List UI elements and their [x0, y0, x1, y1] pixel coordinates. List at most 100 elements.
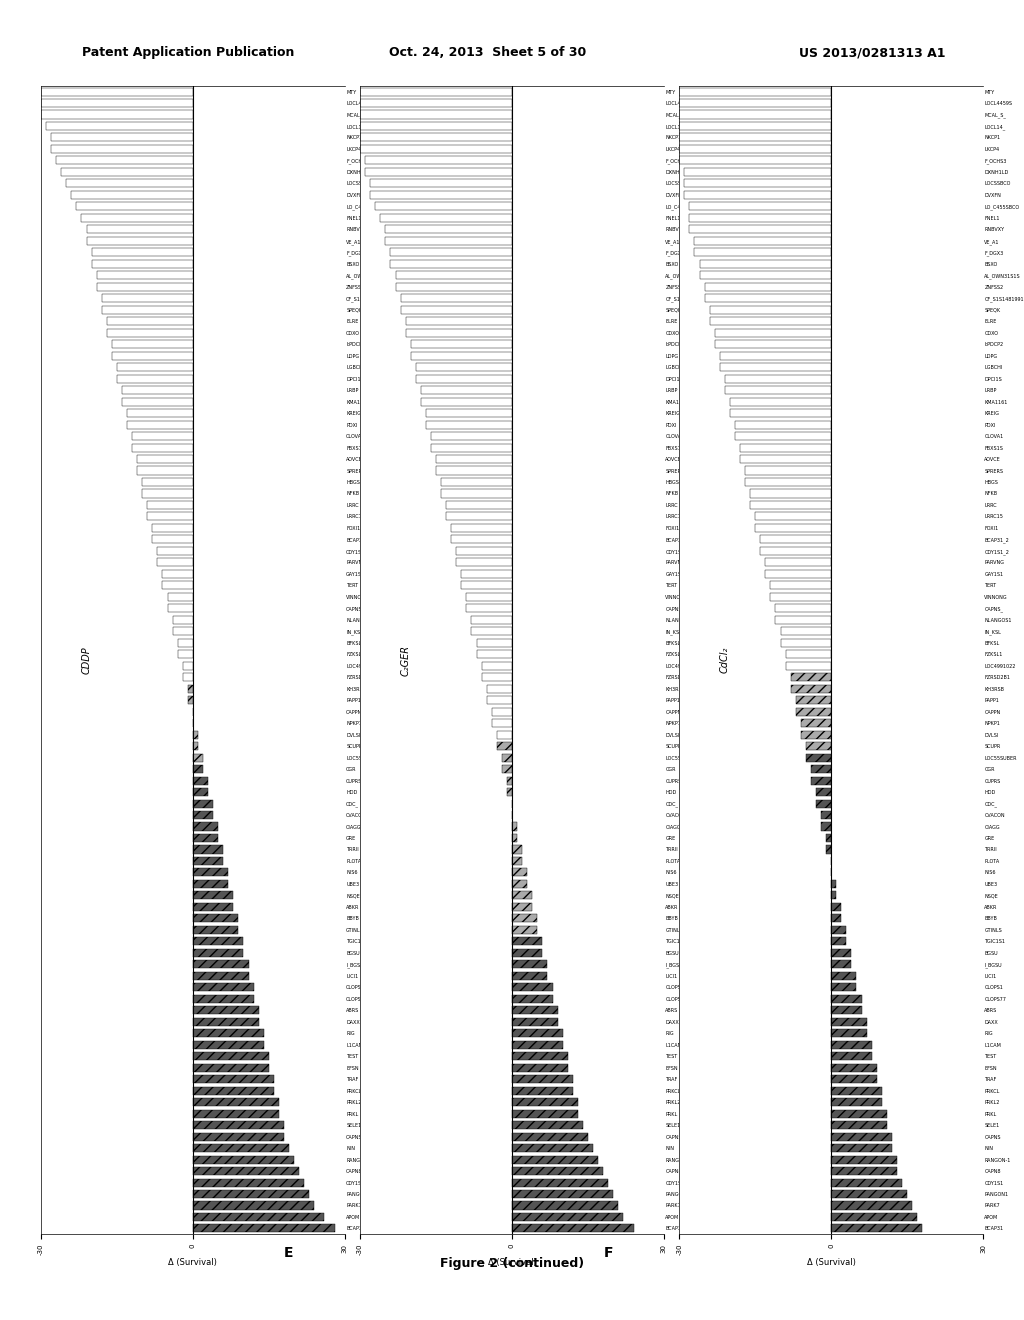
Text: Oct. 24, 2013  Sheet 5 of 30: Oct. 24, 2013 Sheet 5 of 30: [389, 46, 587, 59]
Bar: [193, 972, 249, 979]
Bar: [193, 869, 228, 876]
Bar: [360, 121, 512, 129]
Bar: [122, 397, 193, 405]
Bar: [831, 1030, 866, 1038]
Bar: [512, 1086, 572, 1094]
Bar: [689, 202, 831, 210]
Bar: [72, 191, 193, 199]
Bar: [187, 696, 193, 704]
Bar: [193, 1167, 299, 1175]
Bar: [780, 639, 831, 647]
Bar: [436, 466, 512, 474]
Bar: [730, 409, 831, 417]
Bar: [512, 1098, 578, 1106]
Bar: [193, 983, 254, 991]
Text: E: E: [284, 1246, 294, 1259]
Bar: [411, 351, 512, 359]
Bar: [831, 915, 842, 923]
Bar: [512, 1225, 634, 1233]
Bar: [193, 810, 213, 818]
Bar: [446, 512, 512, 520]
Bar: [770, 581, 831, 589]
Bar: [112, 351, 193, 359]
Bar: [193, 1121, 284, 1129]
Bar: [431, 444, 512, 451]
Bar: [137, 455, 193, 463]
Bar: [193, 846, 223, 854]
Bar: [679, 157, 831, 165]
Bar: [366, 157, 512, 165]
Bar: [512, 1030, 562, 1038]
Bar: [86, 226, 193, 234]
Bar: [147, 502, 193, 510]
Bar: [390, 260, 512, 268]
Bar: [193, 754, 203, 762]
Bar: [193, 822, 218, 830]
Bar: [785, 661, 831, 669]
Bar: [679, 145, 831, 153]
Bar: [137, 466, 193, 474]
Bar: [366, 168, 512, 176]
Bar: [831, 1121, 887, 1129]
Bar: [486, 685, 512, 693]
Bar: [416, 363, 512, 371]
Bar: [725, 375, 831, 383]
Bar: [765, 558, 831, 566]
Bar: [806, 742, 831, 750]
Bar: [187, 685, 193, 693]
Bar: [193, 776, 208, 784]
Bar: [806, 754, 831, 762]
Bar: [740, 444, 831, 451]
Bar: [831, 972, 856, 979]
Bar: [512, 857, 522, 865]
Bar: [831, 961, 851, 969]
Bar: [512, 937, 543, 945]
Bar: [512, 915, 538, 923]
Bar: [725, 387, 831, 395]
Bar: [831, 1225, 923, 1233]
Bar: [801, 731, 831, 739]
Bar: [56, 157, 193, 165]
Bar: [193, 1006, 259, 1014]
Bar: [142, 490, 193, 498]
Bar: [512, 961, 548, 969]
Bar: [406, 317, 512, 325]
Bar: [441, 490, 512, 498]
Bar: [193, 961, 249, 969]
Bar: [193, 731, 198, 739]
Bar: [91, 260, 193, 268]
Bar: [112, 341, 193, 348]
Bar: [466, 593, 512, 601]
Bar: [512, 846, 522, 854]
Bar: [512, 1064, 567, 1072]
Bar: [816, 788, 831, 796]
Bar: [816, 800, 831, 808]
Bar: [41, 87, 193, 95]
Bar: [684, 191, 831, 199]
Bar: [193, 995, 254, 1003]
Bar: [168, 605, 193, 612]
Bar: [117, 375, 193, 383]
Bar: [193, 1076, 273, 1084]
Bar: [796, 696, 831, 704]
Bar: [699, 272, 831, 280]
Bar: [821, 822, 831, 830]
Bar: [158, 558, 193, 566]
Bar: [760, 546, 831, 554]
Bar: [512, 822, 517, 830]
Bar: [360, 145, 512, 153]
Bar: [390, 248, 512, 256]
Bar: [193, 1040, 264, 1048]
Text: F: F: [603, 1246, 612, 1259]
Bar: [431, 432, 512, 440]
Bar: [689, 214, 831, 222]
Bar: [452, 524, 512, 532]
Bar: [791, 685, 831, 693]
Bar: [127, 409, 193, 417]
Bar: [193, 857, 223, 865]
Bar: [375, 202, 512, 210]
Bar: [67, 180, 193, 187]
Bar: [193, 880, 228, 888]
Bar: [831, 1086, 882, 1094]
Bar: [512, 880, 527, 888]
